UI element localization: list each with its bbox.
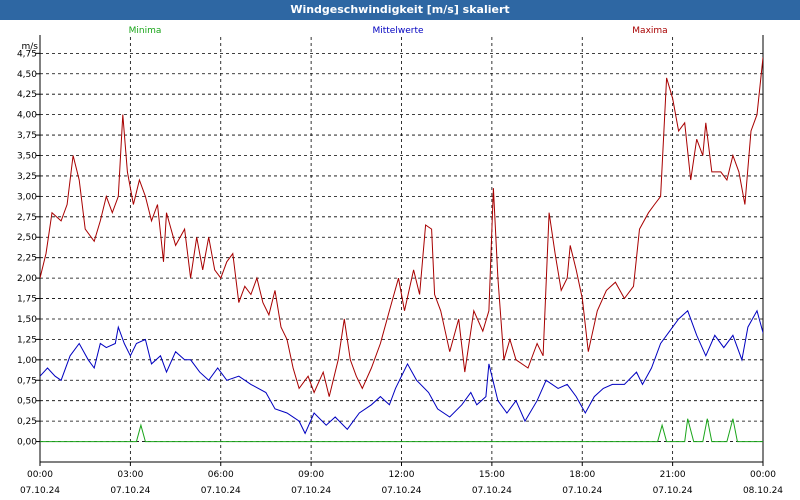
x-tick-label-time: 15:00: [479, 470, 505, 480]
y-axis-label: m/s: [22, 42, 39, 52]
series-layer: [40, 57, 763, 443]
y-tick-label: 3,50: [17, 152, 37, 162]
y-tick-label: 4,50: [17, 70, 37, 80]
y-tick-label: 0,00: [17, 438, 37, 448]
x-tick-label-date: 07.10.24: [381, 486, 421, 496]
y-tick-label: 3,75: [17, 131, 37, 141]
chart-title: Windgeschwindigkeit [m/s] skaliert: [0, 0, 800, 20]
x-tick-label-time: 18:00: [569, 470, 595, 480]
x-tick-label-time: 12:00: [389, 470, 415, 480]
y-tick-label: 1,00: [17, 356, 37, 366]
x-tick-label-date: 07.10.24: [472, 486, 512, 496]
x-tick-label-date: 08.10.24: [743, 486, 783, 496]
x-tick-label-time: 21:00: [660, 470, 686, 480]
x-tick-label-time: 00:00: [27, 470, 53, 480]
axes: 0,00 0,25 0,50 0,75 1,00 1,25 1,50 1,75 2,00 2,25…: [17, 35, 783, 496]
y-tick-label: 0,50: [17, 397, 37, 407]
x-tick-label-date: 07.10.24: [201, 486, 241, 496]
y-tick-label: 4,75: [17, 49, 37, 59]
x-tick-label-date: 07.10.24: [653, 486, 693, 496]
y-tick-label: 2,00: [17, 274, 37, 284]
y-tick-label: 3,25: [17, 172, 37, 182]
legend-entry-mittelwerte: Mittelwerte: [372, 26, 423, 36]
y-tick-label: 0,75: [17, 376, 37, 386]
legend-entry-maxima: Maxima: [632, 26, 667, 36]
x-tick-label-date: 07.10.24: [20, 486, 60, 496]
y-tick-label: 2,50: [17, 233, 37, 243]
series-line-maxima: [40, 57, 763, 397]
y-tick-label: 2,25: [17, 254, 37, 264]
x-tick-label-time: 00:00: [750, 470, 776, 480]
chart-background: [0, 20, 800, 500]
y-tick-label: 3,00: [17, 192, 37, 202]
series-line-mittelwerte: [40, 309, 763, 435]
y-tick-label: 1,50: [17, 315, 37, 325]
y-tick-label: 4,25: [17, 90, 37, 100]
legend-entry-minima: Minima: [129, 26, 162, 36]
y-tick-label: 4,00: [17, 111, 37, 121]
x-tick-label-date: 07.10.24: [562, 486, 602, 496]
x-tick-label-date: 07.10.24: [110, 486, 150, 496]
x-tick-label-time: 06:00: [208, 470, 234, 480]
y-tick-label: 2,75: [17, 213, 37, 223]
series-line-minima: [40, 418, 763, 443]
legend: Minima Mittelwerte Maxima: [129, 26, 668, 36]
y-tick-label: 1,25: [17, 335, 37, 345]
x-tick-label-date: 07.10.24: [291, 486, 331, 496]
y-tick-label: 0,25: [17, 417, 37, 427]
x-tick-label-time: 03:00: [117, 470, 143, 480]
y-tick-label: 1,75: [17, 295, 37, 305]
x-tick-label-time: 09:00: [298, 470, 324, 480]
